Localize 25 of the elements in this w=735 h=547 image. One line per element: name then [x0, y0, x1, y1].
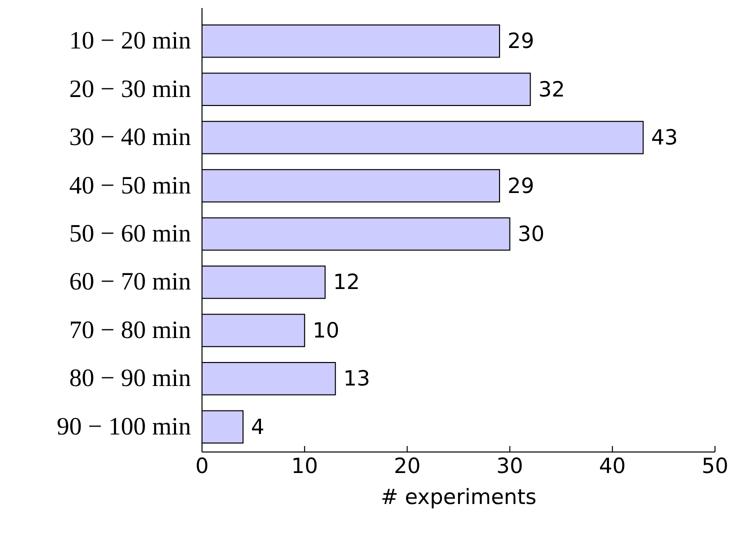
y-tick-label: 20 − 30 min [69, 76, 192, 103]
data-label: 43 [651, 126, 678, 150]
y-tick-label: 40 − 50 min [69, 172, 192, 200]
data-label: 13 [343, 366, 370, 391]
y-tick-label: 60 − 70 min [69, 268, 192, 296]
x-tick-label: 0 [195, 454, 209, 478]
x-tick-label: 40 [599, 454, 626, 478]
x-tick-label: 50 [702, 454, 728, 478]
data-label: 29 [508, 29, 534, 54]
data-label: 32 [538, 77, 566, 102]
x-tick-label: 20 [394, 454, 421, 478]
y-tick-label: 70 − 80 min [69, 316, 192, 344]
data-label: 29 [508, 174, 534, 198]
y-tick-label: 80 − 90 min [69, 365, 192, 392]
y-tick-label: 10 − 20 min [69, 28, 192, 55]
y-tick-label: 90 − 100 min [56, 413, 192, 440]
y-tick-label: 50 − 60 min [69, 220, 192, 248]
data-label: 4 [251, 414, 264, 439]
data-label: 12 [333, 270, 360, 294]
x-axis-title: # experiments [380, 485, 536, 509]
data-label: 10 [312, 318, 340, 342]
y-tick-label: 30 − 40 min [69, 124, 192, 152]
x-tick-label: 10 [291, 454, 318, 478]
x-tick-label: 30 [496, 454, 524, 478]
data-label: 30 [518, 222, 545, 246]
